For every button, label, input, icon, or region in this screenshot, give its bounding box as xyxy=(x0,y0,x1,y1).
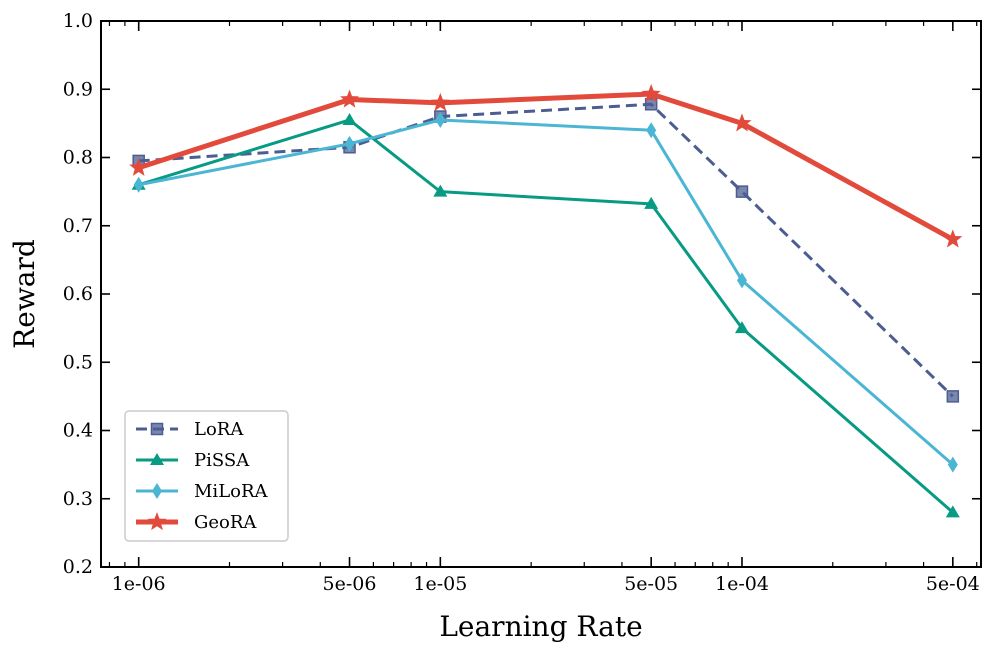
data-point-pissa xyxy=(343,113,357,125)
y-tick-label: 0.8 xyxy=(63,147,93,169)
legend-label-lora: LoRA xyxy=(194,419,244,440)
y-tick-label: 0.6 xyxy=(63,283,93,305)
x-tick-label: 5e-04 xyxy=(926,573,980,595)
legend-label-geora: GeoRA xyxy=(194,512,257,533)
series-line-geora xyxy=(139,94,953,239)
data-point-lora xyxy=(947,391,958,402)
data-point-geora xyxy=(340,89,359,107)
y-tick-label: 0.9 xyxy=(63,78,93,100)
legend-marker-lora xyxy=(152,424,163,435)
data-point-lora xyxy=(736,186,747,197)
data-point-milora xyxy=(948,457,958,473)
y-axis-title: Reward xyxy=(8,239,41,349)
data-point-geora xyxy=(943,229,962,247)
x-tick-label: 5e-05 xyxy=(624,573,678,595)
series-lora xyxy=(133,99,958,402)
legend-label-pissa: PiSSA xyxy=(194,450,250,471)
legend: LoRA PiSSA MiLoRA GeoRA xyxy=(125,411,288,541)
x-tick-label: 1e-06 xyxy=(112,573,166,595)
x-tick-label: 1e-05 xyxy=(413,573,467,595)
x-tick-label: 1e-04 xyxy=(715,573,769,595)
x-axis-title: Learning Rate xyxy=(439,610,642,643)
y-tick-label: 1.0 xyxy=(63,10,93,32)
series-geora xyxy=(129,84,962,247)
reward-vs-learning-rate-chart: 0.2 0.3 0.4 0.5 0.6 0.7 0.8 0.9 1.0 1e-06 5e-06 1e-… xyxy=(0,0,996,654)
y-tick-label: 0.3 xyxy=(63,488,93,510)
legend-label-milora: MiLoRA xyxy=(194,481,269,502)
data-point-milora xyxy=(134,177,144,193)
data-point-geora xyxy=(431,93,450,111)
y-tick-label: 0.2 xyxy=(63,556,93,578)
y-tick-label: 0.5 xyxy=(63,351,93,373)
y-tick-label: 0.7 xyxy=(63,215,93,237)
y-tick-label: 0.4 xyxy=(63,420,93,442)
x-tick-label: 5e-06 xyxy=(323,573,377,595)
